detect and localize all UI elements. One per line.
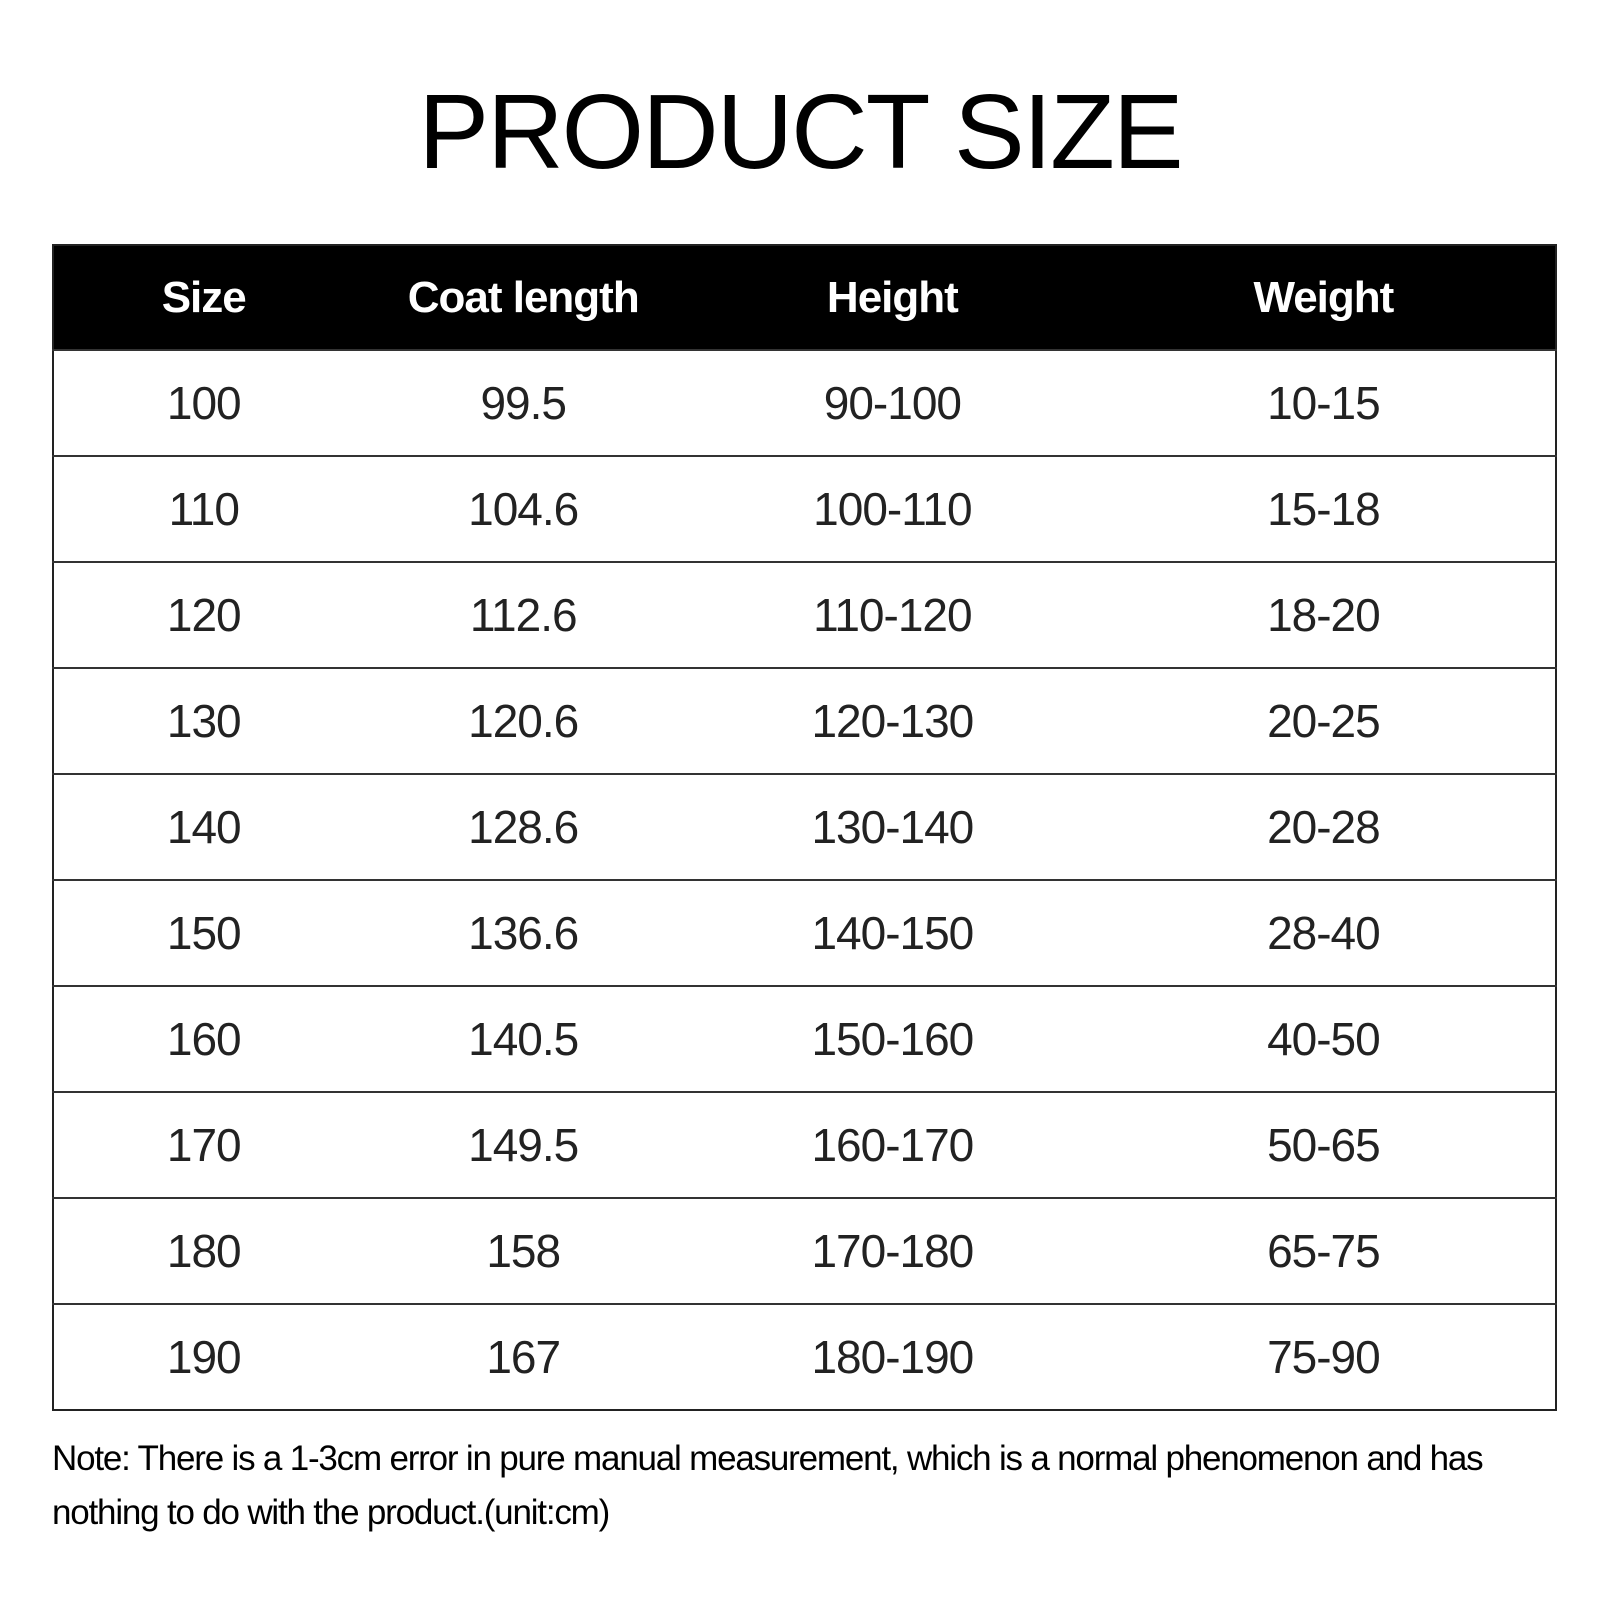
cell-height: 140-150 (692, 879, 1092, 986)
cell-weight: 20-25 (1091, 667, 1556, 774)
cell-weight: 40-50 (1091, 985, 1556, 1092)
cell-coat-length: 99.5 (353, 349, 693, 456)
size-table: Size Coat length Height Weight 100 99.5 90… (52, 244, 1557, 1411)
cell-height: 170-180 (692, 1197, 1092, 1304)
cell-coat-length: 120.6 (353, 667, 693, 774)
cell-coat-length: 167 (353, 1303, 693, 1410)
cell-coat-length: 158 (353, 1197, 693, 1304)
header-height: Height (692, 245, 1092, 350)
cell-height: 120-130 (692, 667, 1092, 774)
cell-weight: 28-40 (1091, 879, 1556, 986)
table-row: 190 167 180-190 75-90 (53, 1303, 1556, 1410)
table-row: 150 136.6 140-150 28-40 (53, 879, 1556, 986)
cell-height: 90-100 (692, 349, 1092, 456)
cell-size: 190 (53, 1303, 354, 1410)
cell-size: 110 (53, 455, 354, 562)
table-row: 170 149.5 160-170 50-65 (53, 1091, 1556, 1198)
cell-size: 130 (53, 667, 354, 774)
cell-coat-length: 136.6 (353, 879, 693, 986)
cell-coat-length: 112.6 (353, 561, 693, 668)
table-header-row: Size Coat length Height Weight (53, 245, 1556, 350)
header-coat-length: Coat length (353, 245, 693, 350)
cell-height: 160-170 (692, 1091, 1092, 1198)
table-row: 110 104.6 100-110 15-18 (53, 455, 1556, 562)
cell-size: 180 (53, 1197, 354, 1304)
cell-coat-length: 149.5 (353, 1091, 693, 1198)
cell-height: 130-140 (692, 773, 1092, 880)
cell-weight: 65-75 (1091, 1197, 1556, 1304)
table-row: 130 120.6 120-130 20-25 (53, 667, 1556, 774)
header-size: Size (53, 245, 354, 350)
cell-weight: 18-20 (1091, 561, 1556, 668)
cell-coat-length: 140.5 (353, 985, 693, 1092)
cell-size: 170 (53, 1091, 354, 1198)
page-title: PRODUCT SIZE (418, 73, 1183, 191)
cell-coat-length: 104.6 (353, 455, 693, 562)
cell-size: 160 (53, 985, 354, 1092)
cell-weight: 75-90 (1091, 1303, 1556, 1410)
cell-size: 100 (53, 349, 354, 456)
table-row: 140 128.6 130-140 20-28 (53, 773, 1556, 880)
table-row: 180 158 170-180 65-75 (53, 1197, 1556, 1304)
cell-size: 140 (53, 773, 354, 880)
cell-height: 110-120 (692, 561, 1092, 668)
header-weight: Weight (1091, 245, 1556, 350)
measurement-note: Note: There is a 1-3cm error in pure man… (52, 1439, 1484, 1532)
cell-height: 100-110 (692, 455, 1092, 562)
cell-weight: 50-65 (1091, 1091, 1556, 1198)
cell-height: 150-160 (692, 985, 1092, 1092)
table-row: 160 140.5 150-160 40-50 (53, 985, 1556, 1092)
table-row: 100 99.5 90-100 10-15 (53, 349, 1556, 456)
cell-weight: 10-15 (1091, 349, 1556, 456)
cell-weight: 15-18 (1091, 455, 1556, 562)
table-row: 120 112.6 110-120 18-20 (53, 561, 1556, 668)
cell-size: 120 (53, 561, 354, 668)
cell-height: 180-190 (692, 1303, 1092, 1410)
cell-weight: 20-28 (1091, 773, 1556, 880)
cell-size: 150 (53, 879, 354, 986)
cell-coat-length: 128.6 (353, 773, 693, 880)
